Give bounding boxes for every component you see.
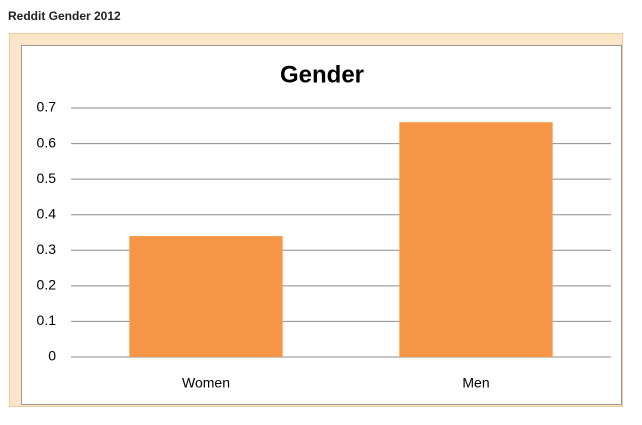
y-tick-label: 0.1 — [37, 312, 57, 328]
y-tick-label: 0.6 — [37, 134, 57, 150]
y-tick-label: 0 — [48, 348, 56, 364]
chart-title: Gender — [280, 61, 364, 88]
y-tick-label: 0.2 — [37, 277, 57, 293]
bar — [129, 236, 283, 357]
y-tick-label: 0.4 — [37, 205, 57, 221]
y-tick-label: 0.3 — [37, 241, 57, 257]
y-tick-label: 0.5 — [37, 170, 57, 186]
y-tick-label: 0.7 — [37, 99, 57, 115]
page-header: Reddit Gender 2012 — [8, 9, 121, 23]
x-tick-label: Men — [462, 375, 489, 391]
chart: Gender 0 0.1 0.2 0.3 0.4 0.5 0.6 0.7 Women Men — [21, 45, 622, 405]
bar — [399, 122, 553, 357]
x-tick-label: Women — [182, 375, 230, 391]
